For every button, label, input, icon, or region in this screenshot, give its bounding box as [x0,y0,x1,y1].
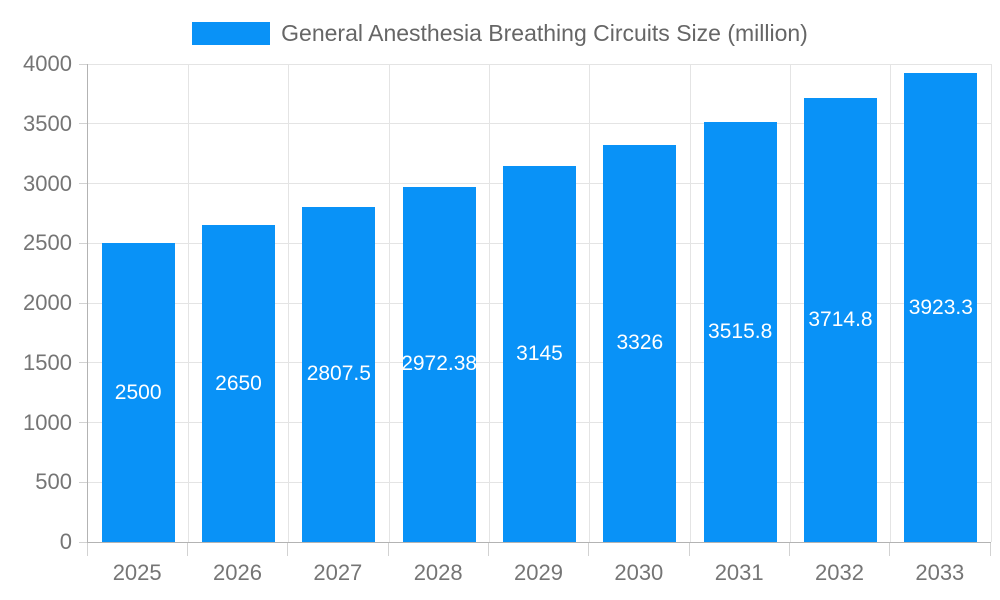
bar-value-label: 2972.38 [401,352,478,376]
y-axis-tick-label: 2000 [23,290,72,315]
y-axis-tick [79,541,87,543]
x-axis-tick [186,543,188,556]
x-axis-tick-label: 2025 [112,560,162,585]
x-axis-tick-label: 2029 [514,560,563,585]
y-axis-tick [79,362,87,364]
bar-value-label: 2650 [215,371,262,395]
y-axis-tick-label: 0 [59,529,72,554]
bar[interactable]: 2500 [101,243,175,542]
y-axis-tick [79,123,87,125]
x-axis-tick-label: 2033 [915,560,965,585]
legend-swatch [192,21,271,45]
y-axis-tick [79,302,87,304]
bar[interactable]: 2807.5 [302,206,376,542]
bar-value-label: 2807.5 [306,362,371,386]
bar[interactable]: 3515.8 [703,121,777,542]
bar[interactable]: 2650 [202,225,275,542]
bar[interactable]: 3714.8 [804,98,877,542]
x-axis-tick [889,543,891,556]
x-axis-tick [989,543,991,556]
bar[interactable]: 2972.38 [401,186,478,542]
y-axis-tick [79,183,87,184]
x-axis-tick [588,543,590,556]
y-axis-tick [79,422,87,423]
v-gridline [890,64,892,542]
bar[interactable]: 3923.3 [904,73,978,542]
y-axis-tick-label: 1500 [23,349,72,375]
bar-value-label: 3326 [616,331,664,355]
v-gridline [288,64,290,542]
y-axis-tick-label: 1000 [23,409,72,435]
v-gridline [689,64,691,542]
v-gridline [488,64,490,542]
x-axis-tick-label: 2031 [714,560,764,585]
bar-value-label: 3515.8 [708,319,773,343]
bar-value-label: 3714.8 [808,308,873,332]
h-gridline [88,63,991,65]
chart-legend[interactable]: General Anesthesia Breathing Circuits Si… [0,20,1000,46]
x-axis-tick-label: 2028 [413,560,463,585]
x-axis-tick-label: 2030 [614,560,664,585]
x-axis-tick [788,543,790,556]
x-axis-tick-label: 2026 [213,560,262,585]
legend-label: General Anesthesia Breathing Circuits Si… [281,20,808,46]
x-axis-tick [287,543,289,556]
y-axis-tick-label: 500 [35,469,72,495]
y-axis-tick [79,481,87,483]
plot-area: 2500 2650 2807.5 2972.38 3145 3326 3515.8 3714.… [87,63,992,543]
x-axis-tick-label: 2032 [815,560,864,585]
bar[interactable]: 3326 [603,144,677,542]
y-axis-tick [79,63,87,65]
bar-value-label: 3145 [516,342,563,366]
bar[interactable]: 3145 [503,166,576,542]
y-axis-tick-label: 2500 [23,230,72,256]
y-axis-tick-label: 4000 [23,51,72,76]
v-gridline [789,64,791,542]
h-gridline [88,123,991,125]
y-axis-tick [79,242,87,244]
v-gridline [388,64,390,542]
x-axis-tick [688,543,690,556]
x-axis-tick-label: 2027 [313,560,363,585]
bar-value-label: 3923.3 [908,295,973,319]
x-axis-tick [487,543,489,556]
bar-value-label: 2500 [114,380,162,404]
v-gridline [990,64,992,542]
v-gridline [187,64,189,542]
x-axis-tick [86,543,88,556]
y-axis-tick-label: 3000 [23,170,72,196]
x-axis-tick [387,543,389,556]
y-axis-tick-label: 3500 [23,110,72,136]
v-gridline [589,64,591,542]
